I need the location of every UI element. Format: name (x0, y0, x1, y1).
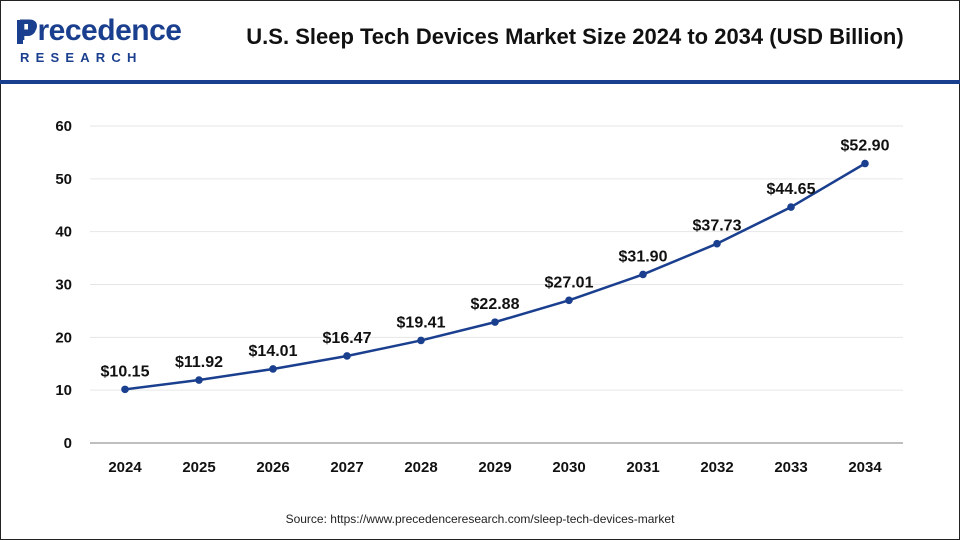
logo-subtitle: RESEARCH (20, 50, 143, 65)
y-tick-label: 40 (55, 224, 72, 241)
data-point (639, 270, 647, 279)
data-label: $44.65 (767, 181, 816, 198)
y-tick-label: 10 (55, 382, 72, 399)
data-label: $22.88 (471, 296, 520, 313)
data-label: $27.01 (545, 274, 594, 291)
header-divider (0, 80, 960, 84)
data-point (121, 385, 129, 394)
data-point (713, 239, 721, 248)
data-point (269, 365, 277, 373)
data-label: $11.92 (175, 354, 223, 371)
y-tick-label: 20 (55, 329, 72, 346)
data-point (861, 159, 869, 168)
x-tick-label: 2027 (330, 459, 363, 476)
data-point (787, 203, 795, 211)
data-point (343, 352, 351, 360)
data-label: $16.47 (323, 330, 372, 347)
y-tick-label: 0 (64, 435, 72, 452)
x-tick-label: 2031 (626, 459, 659, 476)
logo-mark-icon (17, 20, 36, 44)
y-tick-label: 50 (55, 171, 72, 188)
x-tick-label: 2032 (700, 459, 733, 476)
x-tick-label: 2024 (108, 459, 142, 476)
x-tick-label: 2030 (552, 459, 585, 476)
data-point (417, 336, 425, 345)
data-point (565, 296, 573, 305)
data-label: $19.41 (397, 314, 446, 331)
chart-title: U.S. Sleep Tech Devices Market Size 2024… (246, 24, 904, 49)
x-tick-label: 2034 (848, 459, 882, 476)
x-tick-label: 2028 (404, 459, 437, 476)
x-tick-label: 2026 (256, 459, 289, 476)
x-tick-label: 2033 (774, 459, 807, 476)
y-tick-label: 60 (55, 118, 72, 135)
data-label: $52.90 (841, 138, 890, 155)
data-label: $14.01 (249, 343, 298, 360)
header: Precedence RESEARCH U.S. Sleep Tech Devi… (0, 0, 960, 78)
data-label: $31.90 (619, 248, 668, 265)
data-point (195, 376, 203, 384)
source-note: Source: https://www.precedenceresearch.c… (285, 512, 675, 526)
x-tick-label: 2025 (182, 459, 215, 476)
logo-word: Precedence (18, 14, 182, 47)
data-label: $10.15 (101, 363, 150, 380)
x-tick-label: 2029 (478, 459, 511, 476)
logo: Precedence RESEARCH (14, 12, 182, 67)
y-tick-label: 30 (55, 277, 72, 294)
data-point (491, 318, 499, 326)
data-label: $37.73 (693, 218, 742, 235)
series-line (124, 162, 866, 391)
